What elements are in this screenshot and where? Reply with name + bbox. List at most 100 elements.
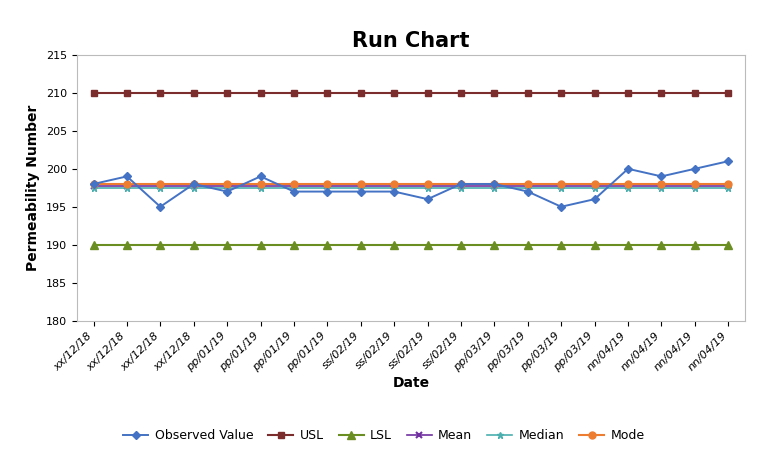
Mode [256, 181, 265, 187]
Mean [590, 183, 599, 188]
Observed Value [456, 181, 465, 187]
LSL [690, 242, 700, 247]
Median [557, 185, 566, 191]
Mode [723, 181, 733, 187]
USL [323, 90, 332, 96]
Mean [456, 183, 465, 188]
Median [590, 185, 599, 191]
USL [690, 90, 700, 96]
Observed Value [89, 181, 98, 187]
USL [657, 90, 666, 96]
Observed Value [356, 189, 366, 194]
Mode [523, 181, 532, 187]
Median [223, 185, 232, 191]
Mean [624, 183, 633, 188]
Observed Value [423, 196, 432, 202]
USL [624, 90, 633, 96]
Mean [189, 183, 198, 188]
Median [323, 185, 332, 191]
Line: Mode: Mode [90, 180, 732, 187]
Mean [356, 183, 366, 188]
Mean [657, 183, 666, 188]
Median [356, 185, 366, 191]
Mean [490, 183, 499, 188]
Mean [723, 183, 733, 188]
LSL [122, 242, 131, 247]
Mode [557, 181, 566, 187]
Median [423, 185, 432, 191]
Median [122, 185, 131, 191]
Mean [690, 183, 700, 188]
Observed Value [590, 196, 599, 202]
Mode [89, 181, 98, 187]
Observed Value [690, 166, 700, 172]
Mode [490, 181, 499, 187]
Observed Value [523, 189, 532, 194]
Median [389, 185, 399, 191]
Title: Run Chart: Run Chart [353, 31, 469, 51]
Median [189, 185, 198, 191]
Observed Value [122, 174, 131, 179]
Mean [156, 183, 165, 188]
Mode [690, 181, 700, 187]
USL [590, 90, 599, 96]
Mean [89, 183, 98, 188]
Median [456, 185, 465, 191]
Mean [523, 183, 532, 188]
Mode [156, 181, 165, 187]
LSL [624, 242, 633, 247]
LSL [89, 242, 98, 247]
USL [156, 90, 165, 96]
Mode [590, 181, 599, 187]
Line: LSL: LSL [89, 240, 733, 249]
Median [690, 185, 700, 191]
Observed Value [290, 189, 299, 194]
USL [256, 90, 265, 96]
Median [89, 185, 98, 191]
LSL [223, 242, 232, 247]
USL [189, 90, 198, 96]
Mean [223, 183, 232, 188]
Median [523, 185, 532, 191]
LSL [290, 242, 299, 247]
LSL [557, 242, 566, 247]
USL [89, 90, 98, 96]
LSL [723, 242, 733, 247]
Observed Value [256, 174, 265, 179]
USL [723, 90, 733, 96]
Mode [356, 181, 366, 187]
LSL [490, 242, 499, 247]
LSL [256, 242, 265, 247]
Line: Mean: Mean [90, 182, 732, 189]
Line: Median: Median [90, 184, 732, 191]
LSL [323, 242, 332, 247]
Mode [223, 181, 232, 187]
Mode [189, 181, 198, 187]
Median [723, 185, 733, 191]
USL [557, 90, 566, 96]
Observed Value [723, 158, 733, 164]
Mode [290, 181, 299, 187]
Median [256, 185, 265, 191]
Legend: Observed Value, USL, LSL, Mean, Median, Mode: Observed Value, USL, LSL, Mean, Median, … [118, 424, 650, 447]
USL [490, 90, 499, 96]
Mode [657, 181, 666, 187]
LSL [590, 242, 599, 247]
X-axis label: Date: Date [392, 376, 429, 390]
Mean [323, 183, 332, 188]
Mean [122, 183, 131, 188]
Median [657, 185, 666, 191]
Mode [323, 181, 332, 187]
Observed Value [657, 174, 666, 179]
Mean [290, 183, 299, 188]
Mean [389, 183, 399, 188]
Mode [423, 181, 432, 187]
USL [389, 90, 399, 96]
Mode [456, 181, 465, 187]
LSL [423, 242, 432, 247]
Mode [624, 181, 633, 187]
Observed Value [323, 189, 332, 194]
USL [356, 90, 366, 96]
LSL [356, 242, 366, 247]
Observed Value [624, 166, 633, 172]
